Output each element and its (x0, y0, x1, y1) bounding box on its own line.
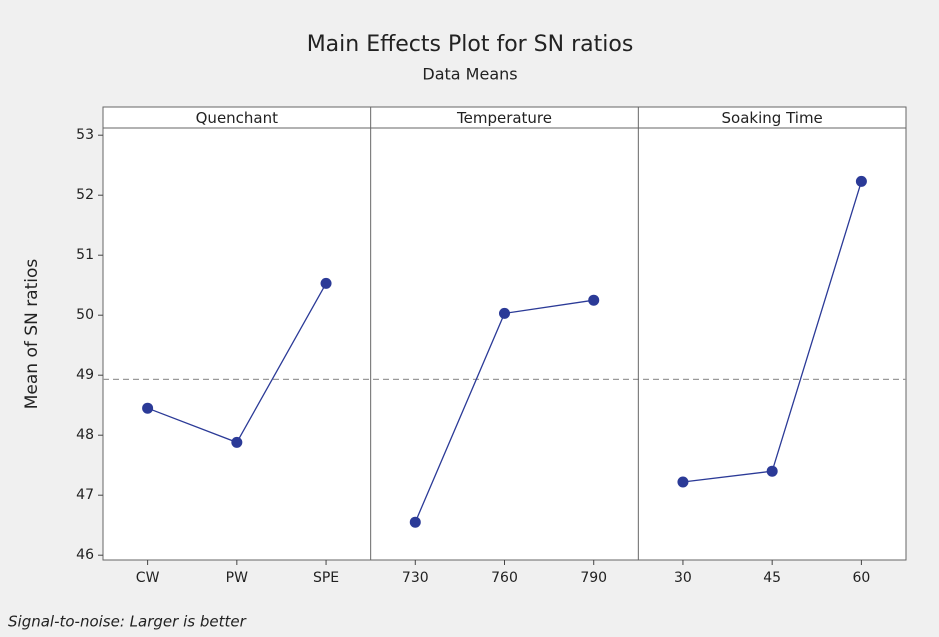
x-tick-label: 730 (402, 570, 429, 586)
x-tick-label: 790 (580, 570, 607, 586)
y-axis-label: Mean of SN ratios (22, 259, 42, 410)
x-tick-label: 45 (763, 570, 781, 586)
plot-frame (102, 106, 907, 561)
x-tick-label: SPE (313, 570, 339, 586)
chart-subtitle: Data Means (422, 65, 517, 84)
point (766, 465, 778, 477)
point (499, 307, 510, 319)
y-tick-label: 52 (76, 187, 94, 203)
chart-title: Main Effects Plot for SN ratios (307, 32, 634, 57)
panel-title: Quenchant (196, 109, 279, 127)
y-tick-label: 51 (76, 247, 94, 263)
y-tick-label: 50 (76, 307, 94, 323)
x-tick-label: 30 (674, 570, 692, 586)
point (142, 402, 154, 414)
y-tick-label: 46 (76, 547, 94, 563)
y-tick-label: 49 (76, 367, 94, 383)
panel-title: Temperature (456, 109, 552, 127)
y-tick-label: 53 (76, 127, 94, 143)
footnote: Signal-to-noise: Larger is better (8, 613, 247, 631)
x-tick-label: 60 (852, 570, 870, 586)
point (409, 516, 421, 528)
point (588, 294, 600, 306)
point (855, 175, 867, 187)
x-tick-label: 760 (491, 570, 518, 586)
point (231, 436, 243, 448)
y-tick-label: 47 (76, 487, 94, 503)
y-tick-label: 48 (76, 427, 94, 443)
panel-title: Soaking Time (722, 109, 823, 127)
x-tick-label: CW (136, 570, 160, 586)
point (677, 476, 689, 488)
x-tick-label: PW (226, 570, 248, 586)
point (320, 277, 332, 289)
